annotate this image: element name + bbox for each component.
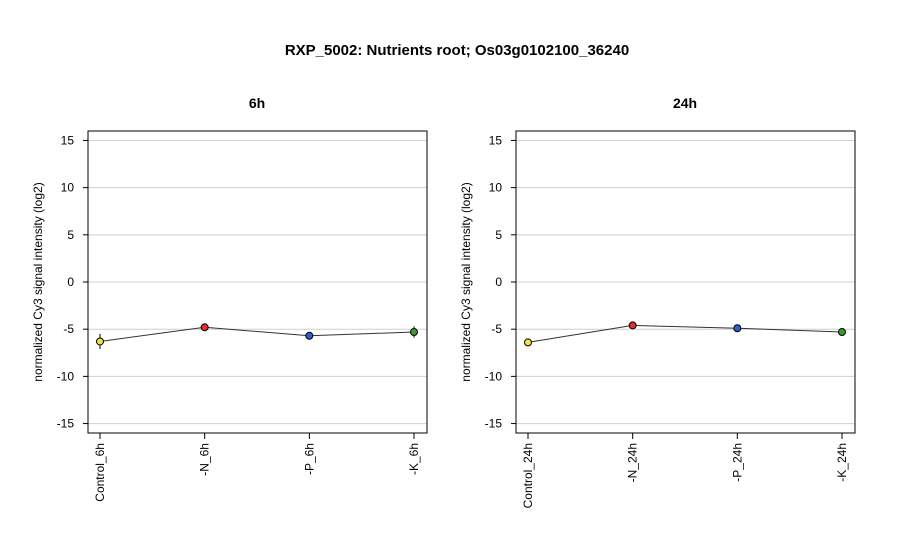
x-tick-label: -P_6h — [302, 443, 316, 475]
x-tick-label: -K_6h — [407, 443, 421, 475]
data-point — [200, 323, 209, 332]
x-tick-label: -N_6h — [198, 443, 212, 476]
y-tick-label: 15 — [489, 133, 503, 147]
y-tick-label: -15 — [57, 417, 75, 431]
x-tick-label: -K_24h — [835, 443, 849, 482]
y-tick-label: 10 — [489, 181, 503, 195]
y-tick-label: -5 — [491, 322, 502, 336]
y-tick-label: 0 — [67, 275, 74, 289]
y-tick-label: -15 — [485, 417, 503, 431]
y-tick-label: -5 — [63, 322, 74, 336]
plot-frame — [87, 130, 428, 434]
y-tick-label: -10 — [57, 369, 75, 383]
panel-title: 24h — [673, 95, 697, 111]
data-point — [733, 324, 742, 333]
x-tick-label: Control_6h — [93, 443, 107, 502]
y-tick-label: 5 — [495, 228, 502, 242]
y-tick-label: -10 — [485, 369, 503, 383]
y-tick-label: 15 — [61, 133, 75, 147]
series-line — [527, 324, 843, 343]
y-axis-label: normalized Cy3 signal intensity (log2) — [31, 182, 45, 381]
y-tick-label: 5 — [67, 228, 74, 242]
figure-title: RXP_5002: Nutrients root; Os03g0102100_3… — [285, 42, 629, 59]
data-point — [524, 338, 532, 347]
y-axis-label: normalized Cy3 signal intensity (log2) — [459, 182, 473, 381]
data-point — [96, 337, 104, 346]
x-tick-label: -P_24h — [730, 443, 744, 482]
panel-title: 6h — [249, 95, 265, 111]
x-tick-label: -N_24h — [626, 443, 640, 482]
data-point — [628, 321, 637, 330]
x-tick-label: Control_24h — [521, 443, 535, 508]
panel-24h: 24h -15 -10 -5 0 5 10 15 normalized Cy3 signal i… — [459, 95, 856, 508]
series-line — [99, 326, 415, 342]
panel-6h: 6h -15 -10 -5 0 5 10 15 normalized Cy3 signal in… — [31, 95, 428, 502]
data-point — [305, 331, 314, 340]
data-point — [838, 328, 846, 337]
data-point — [410, 328, 418, 337]
plot-frame — [515, 130, 856, 434]
y-tick-label: 10 — [61, 181, 75, 195]
y-tick-label: 0 — [495, 275, 502, 289]
